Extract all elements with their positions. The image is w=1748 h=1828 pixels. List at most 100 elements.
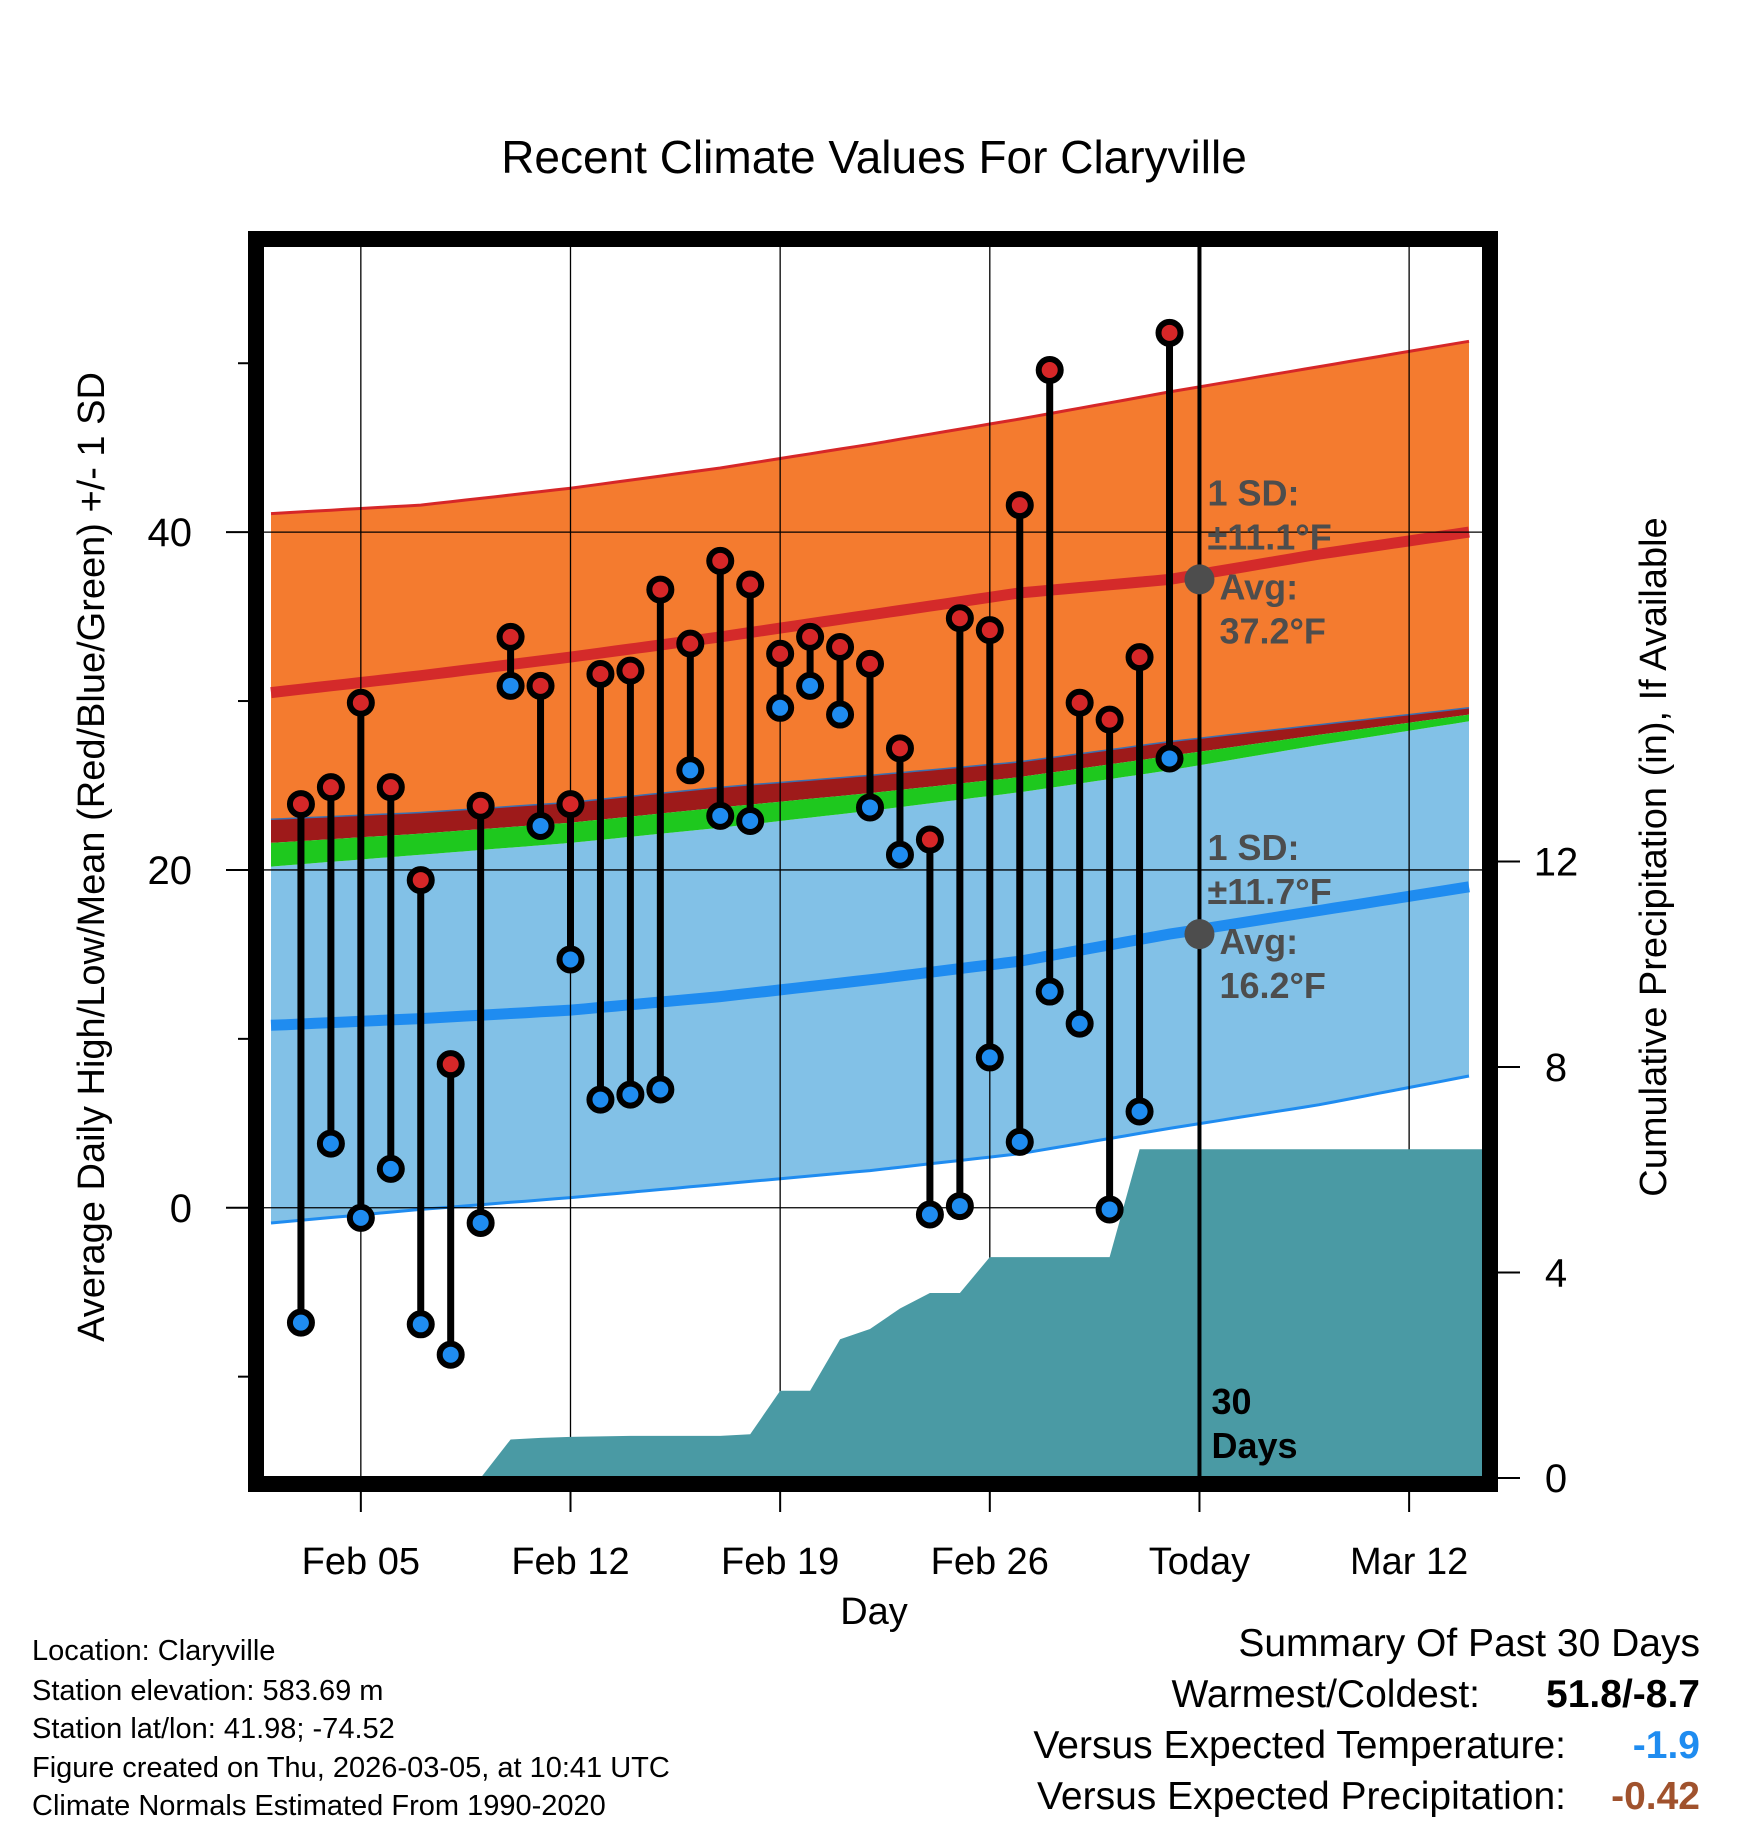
info-elevation: Station elevation: 583.69 m <box>32 1675 384 1707</box>
y-right-tick-label: 8 <box>1545 1046 1567 1090</box>
daily-low-marker <box>496 671 525 700</box>
daily-high-marker <box>316 773 345 802</box>
daily-low-marker <box>1155 744 1184 773</box>
precip-area <box>271 1149 1484 1478</box>
daily-high-marker <box>1095 705 1124 734</box>
annotation-avg-value: 16.2°F <box>1219 965 1325 1006</box>
info-created: Figure created on Thu, 2026-03-05, at 10… <box>32 1752 670 1784</box>
daily-high-marker <box>376 773 405 802</box>
window-label-unit: Days <box>1211 1425 1297 1466</box>
avg-marker <box>1184 564 1215 595</box>
summary-versus-temp-label: Versus Expected Temperature: <box>1033 1724 1566 1767</box>
daily-low-marker <box>376 1154 405 1183</box>
daily-high-marker <box>526 671 555 700</box>
x-tick-label: Feb 19 <box>721 1541 839 1583</box>
daily-low-marker <box>1095 1195 1124 1224</box>
daily-high-marker <box>616 656 645 685</box>
daily-high-marker <box>826 632 855 661</box>
y-left-tick-label: 0 <box>170 1187 192 1231</box>
annotation-sd-label: 1 SD: <box>1207 472 1299 513</box>
info-location: Location: Claryville <box>32 1635 276 1667</box>
normal-low-mean-line <box>270 881 1470 1031</box>
summary-versus-precip-label: Versus Expected Precipitation: <box>1037 1775 1566 1818</box>
daily-high-marker <box>496 622 525 651</box>
daily-low-marker <box>1125 1097 1154 1126</box>
normal-low-lower-edge <box>270 1074 1470 1225</box>
daily-low-marker <box>706 801 735 830</box>
daily-low-marker <box>346 1203 375 1232</box>
y-right-tick-label: 0 <box>1545 1457 1567 1501</box>
daily-high-marker <box>796 622 825 651</box>
normal-high-upper-edge <box>270 339 1470 516</box>
daily-low-marker <box>1005 1127 1034 1156</box>
annotation-sd-label: 1 SD: <box>1207 827 1299 868</box>
x-tick-label: Today <box>1149 1541 1250 1583</box>
daily-high-marker <box>975 616 1004 645</box>
y-left-tick-label: 20 <box>148 849 193 893</box>
daily-low-marker <box>616 1080 645 1109</box>
daily-high-marker <box>436 1050 465 1079</box>
annotation-avg-label: Avg: <box>1219 921 1298 962</box>
daily-high-marker <box>706 546 735 575</box>
y-axis-right-label: Cumulative Precipitation (in), If Availa… <box>1633 517 1675 1196</box>
info-normals: Climate Normals Estimated From 1990-2020 <box>32 1790 606 1822</box>
daily-high-marker <box>346 688 375 717</box>
daily-low-marker <box>826 700 855 729</box>
daily-high-marker <box>915 825 944 854</box>
summary-versus-precip-value: -0.42 <box>1611 1775 1700 1818</box>
y-axis-left-label: Average Daily High/Low/Mean (Red/Blue/Gr… <box>71 372 113 1342</box>
daily-high-marker <box>736 570 765 599</box>
daily-high-marker <box>1065 688 1094 717</box>
normal-high-mean-line <box>270 526 1470 699</box>
daily-low-marker <box>736 806 765 835</box>
x-tick-label: Mar 12 <box>1350 1541 1468 1583</box>
daily-high-marker <box>856 649 885 678</box>
daily-low-marker <box>466 1208 495 1237</box>
daily-high-marker <box>1155 318 1184 347</box>
daily-high-marker <box>556 790 585 819</box>
daily-low-marker <box>286 1308 315 1337</box>
daily-low-marker <box>766 693 795 722</box>
annotation-sd-value: ±11.1°F <box>1207 516 1331 557</box>
avg-marker <box>1184 919 1215 950</box>
daily-low-marker <box>915 1200 944 1229</box>
summary-warm-cold-label: Warmest/Coldest: <box>1171 1673 1480 1716</box>
summary-title: Summary Of Past 30 Days <box>1238 1622 1700 1665</box>
daily-low-marker <box>796 671 825 700</box>
daily-low-marker <box>1065 1009 1094 1038</box>
annotation-avg-label: Avg: <box>1219 566 1298 607</box>
daily-high-marker <box>1005 491 1034 520</box>
x-tick-label: Feb 12 <box>511 1541 629 1583</box>
daily-high-marker <box>766 639 795 668</box>
info-latlon: Station lat/lon: 41.98; -74.52 <box>32 1713 395 1745</box>
y-right-tick-label: 4 <box>1545 1252 1567 1296</box>
y-left-tick-label: 40 <box>148 511 193 555</box>
daily-low-marker <box>885 840 914 869</box>
daily-low-marker <box>406 1310 435 1339</box>
daily-high-marker <box>1125 643 1154 672</box>
daily-low-marker <box>856 793 885 822</box>
chart-title: Recent Climate Values For Claryville <box>501 131 1247 183</box>
daily-low-marker <box>316 1129 345 1158</box>
daily-low-marker <box>556 945 585 974</box>
x-axis-label: Day <box>840 1591 908 1633</box>
x-tick-label: Feb 05 <box>302 1541 420 1583</box>
annotation-avg-value: 37.2°F <box>1219 610 1325 651</box>
daily-high-marker <box>646 575 675 604</box>
daily-high-marker <box>406 866 435 895</box>
daily-low-marker <box>975 1043 1004 1072</box>
x-tick-label: Feb 26 <box>931 1541 1049 1583</box>
daily-high-marker <box>466 791 495 820</box>
summary-warm-cold-value: 51.8/-8.7 <box>1546 1673 1700 1716</box>
daily-low-marker <box>1035 977 1064 1006</box>
daily-low-marker <box>436 1340 465 1369</box>
daily-high-marker <box>885 734 914 763</box>
plot-frame <box>248 231 1498 1492</box>
daily-low-marker <box>646 1075 675 1104</box>
summary-versus-temp-value: -1.9 <box>1632 1724 1700 1767</box>
daily-high-marker <box>586 660 615 689</box>
y-right-tick-label: 12 <box>1534 841 1579 885</box>
daily-low-marker <box>676 756 705 785</box>
daily-high-marker <box>1035 355 1064 384</box>
